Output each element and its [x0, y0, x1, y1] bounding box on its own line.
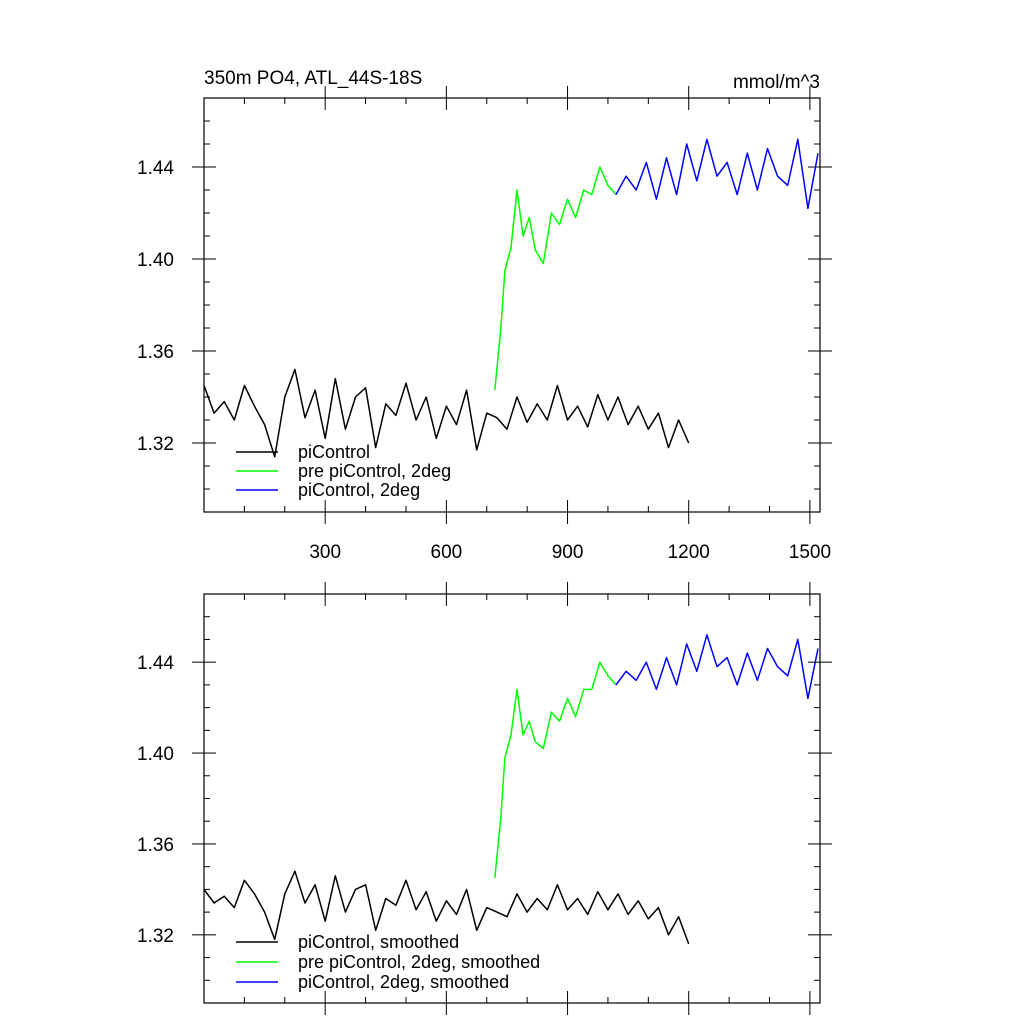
plot-frame: [203, 97, 821, 513]
x-tick-label: 600: [431, 542, 463, 563]
y-tick-label: 1.44: [137, 158, 174, 179]
series-line: [615, 634, 819, 700]
series-line: [494, 166, 617, 391]
x-tick-label: 900: [552, 542, 584, 563]
series-line: [494, 661, 617, 879]
series-line: [615, 138, 819, 210]
chart-units: mmol/m^3: [733, 72, 820, 93]
chart-title: 350m PO4, ATL_44S-18S: [204, 68, 422, 89]
legend-label: pre piControl, 2deg, smoothed: [298, 952, 540, 972]
series-line: [203, 870, 690, 945]
y-tick-label: 1.36: [137, 835, 174, 856]
legend-label: piControl, 2deg, smoothed: [298, 972, 509, 992]
y-tick-label: 1.40: [137, 250, 174, 271]
legend-label: pre piControl, 2deg: [298, 461, 451, 481]
legend-label: piControl, smoothed: [298, 932, 459, 952]
y-tick-label: 1.32: [137, 434, 174, 455]
top-panel: 300 600 900 1200 1500 1.32 1.36 1.40 1.44 piContr…: [137, 86, 832, 563]
y-tick-label: 1.36: [137, 342, 174, 363]
series-line: [203, 368, 690, 458]
y-tick-label: 1.40: [137, 744, 174, 765]
x-tick-label: 1500: [789, 542, 831, 563]
legend-label: piControl: [298, 442, 370, 462]
y-tick-label: 1.44: [137, 653, 174, 674]
x-tick-label: 1200: [668, 542, 710, 563]
plot-frame: [203, 593, 821, 1004]
legend-label: piControl, 2deg: [298, 480, 420, 500]
x-tick-label: 300: [309, 542, 341, 563]
y-tick-label: 1.32: [137, 926, 174, 947]
